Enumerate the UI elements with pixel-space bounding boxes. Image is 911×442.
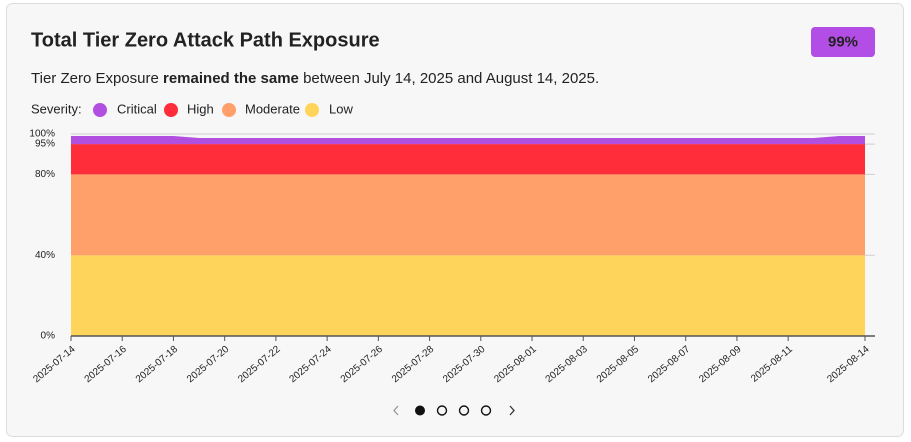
- area: [71, 136, 865, 145]
- legend: Critical High Moderate Low: [93, 101, 353, 117]
- card-title: Total Tier Zero Attack Path Exposure: [31, 29, 380, 51]
- y-tick-label: 100%: [29, 129, 55, 140]
- subtitle-part: Tier Zero Exposure: [31, 70, 163, 87]
- area: [71, 144, 865, 175]
- legend-label: High: [187, 101, 214, 116]
- badge: 99%: [828, 33, 858, 50]
- y-tick-label: 40%: [35, 250, 55, 261]
- y-tick-label: 95%: [35, 139, 55, 150]
- legend-title: Severity:: [31, 101, 82, 116]
- page-dot[interactable]: [436, 405, 448, 416]
- subtitle-part: between July 14, 2025 and August 14, 202…: [299, 70, 599, 87]
- subtitle-bold: remained the same: [163, 70, 299, 87]
- subtitle: Tier Zero Exposure remained the same bet…: [31, 70, 599, 87]
- legend-swatch: [164, 103, 178, 117]
- y-tick-label: 0%: [41, 331, 56, 342]
- legend-label: Low: [329, 101, 353, 116]
- y-tick-label: 80%: [35, 169, 55, 180]
- legend-swatch: [93, 103, 107, 117]
- page-dot[interactable]: [415, 405, 425, 416]
- legend-label: Moderate: [245, 101, 300, 116]
- area: [71, 174, 865, 256]
- page-dot[interactable]: [480, 405, 492, 416]
- prev-page[interactable]: [393, 405, 399, 416]
- pagination: [393, 405, 515, 416]
- badge-bg: [811, 27, 875, 57]
- page-dot[interactable]: [458, 405, 470, 416]
- next-page[interactable]: [509, 405, 515, 416]
- legend-swatch: [305, 103, 319, 117]
- legend-label: Critical: [117, 101, 157, 116]
- area: [71, 255, 865, 336]
- legend-swatch: [222, 103, 236, 117]
